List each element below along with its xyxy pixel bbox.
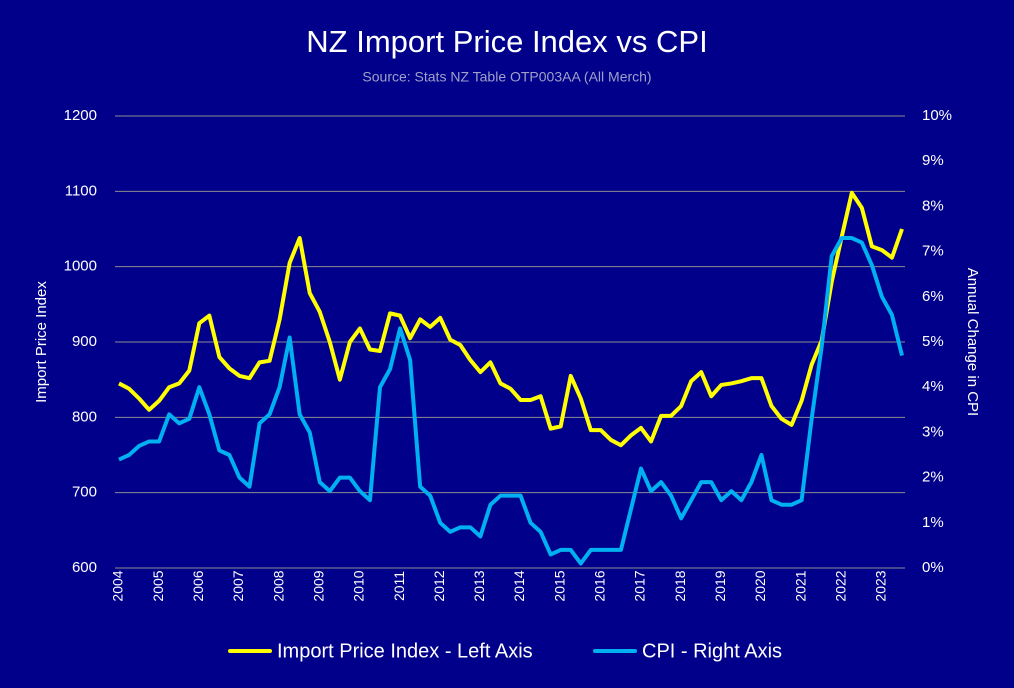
x-tick-label: 2015 xyxy=(551,570,567,601)
y2-axis-label: Annual Change in CPI xyxy=(964,268,981,416)
x-tick-label: 2017 xyxy=(632,570,648,601)
x-tick-label: 2022 xyxy=(832,570,848,601)
y-tick-label: 600 xyxy=(72,559,97,576)
legend-label: Import Price Index - Left Axis xyxy=(277,640,533,662)
y2-tick-label: 8% xyxy=(922,197,944,214)
y2-tick-label: 0% xyxy=(922,559,944,576)
y2-tick-label: 5% xyxy=(922,333,944,350)
x-tick-label: 2004 xyxy=(110,570,126,601)
y-tick-label: 1000 xyxy=(64,258,97,275)
x-tick-label: 2007 xyxy=(230,570,246,601)
x-tick-label: 2021 xyxy=(792,570,808,601)
x-tick-label: 2012 xyxy=(431,570,447,601)
x-tick-label: 2006 xyxy=(190,570,206,601)
y-tick-label: 700 xyxy=(72,484,97,501)
x-tick-label: 2019 xyxy=(712,570,728,601)
series-line xyxy=(118,190,904,448)
x-tick-label: 2010 xyxy=(351,570,367,601)
y2-tick-label: 3% xyxy=(922,423,944,440)
x-tick-label: 2023 xyxy=(873,570,889,601)
y2-tick-label: 7% xyxy=(922,243,944,260)
x-tick-label: 2014 xyxy=(511,570,527,601)
y2-tick-label: 2% xyxy=(922,469,944,486)
y2-tick-label: 6% xyxy=(922,288,944,305)
y2-tick-label: 1% xyxy=(922,514,944,531)
y2-tick-label: 10% xyxy=(922,107,952,124)
x-tick-label: 2005 xyxy=(150,570,166,601)
y2-tick-label: 4% xyxy=(922,378,944,395)
y2-tick-label: 9% xyxy=(922,152,944,169)
x-tick-label: 2013 xyxy=(471,570,487,601)
x-tick-label: 2016 xyxy=(592,570,608,601)
y-tick-label: 900 xyxy=(72,333,97,350)
chart-title: NZ Import Price Index vs CPI xyxy=(306,24,707,59)
x-tick-label: 2008 xyxy=(270,570,286,601)
x-tick-label: 2011 xyxy=(391,571,407,601)
chart-subtitle: Source: Stats NZ Table OTP003AA (All Mer… xyxy=(362,69,651,85)
y-tick-label: 1100 xyxy=(65,182,97,199)
y-tick-label: 800 xyxy=(72,408,97,425)
series-line xyxy=(118,236,904,566)
y-tick-label: 1200 xyxy=(64,107,97,124)
x-tick-label: 2020 xyxy=(752,570,768,601)
y-axis-label: Import Price Index xyxy=(33,281,50,403)
legend-label: CPI - Right Axis xyxy=(642,640,782,662)
x-tick-label: 2009 xyxy=(310,570,326,601)
x-tick-label: 2018 xyxy=(672,570,688,601)
